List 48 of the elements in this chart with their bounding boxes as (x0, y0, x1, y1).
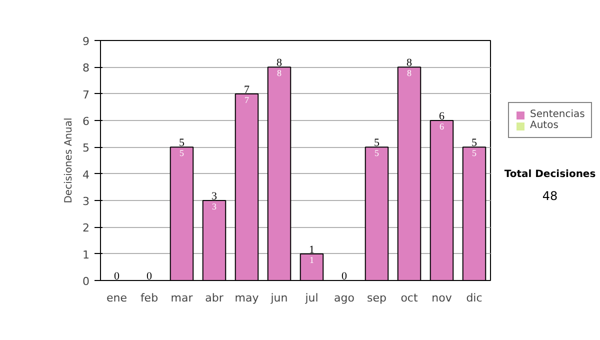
y-tick-label: 9 (82, 35, 90, 48)
legend-label: Autos (530, 120, 558, 131)
x-tick-label: feb (140, 292, 158, 304)
total-label: 6 (439, 110, 445, 122)
text: 48 (541, 188, 559, 206)
data-label: 1 (310, 254, 314, 265)
x-tick-label: abr (205, 292, 224, 304)
data-label: 5 (374, 148, 380, 158)
x-tick-label: oct (400, 292, 418, 304)
data-label: 6 (440, 122, 444, 132)
y-tick-label: 4 (82, 168, 90, 182)
data-label: 5 (180, 148, 184, 158)
total-label: 7 (244, 84, 250, 96)
x-tick-label: ago (334, 292, 355, 304)
total-label: 0 (146, 270, 152, 282)
x-tick-label: dic (466, 292, 482, 304)
total-label: 0 (342, 270, 348, 282)
x-tick-label: jun (270, 292, 288, 304)
data-label: 3 (212, 202, 217, 212)
y-tick-label: 5 (82, 142, 90, 155)
total-label: 5 (374, 137, 380, 150)
total-label: 5 (472, 137, 478, 150)
y-tick-label: 0 (82, 275, 90, 288)
y-axis-title: Decisiones Anual (64, 118, 74, 204)
total-label: 5 (179, 137, 185, 150)
x-tick-label: mar (170, 292, 194, 304)
y-tick-label: 2 (82, 222, 90, 235)
y-tick-label: 8 (82, 62, 90, 75)
total-label: 1 (309, 244, 314, 256)
y-tick-label: 3 (82, 195, 90, 208)
x-tick-label: jul (304, 292, 318, 304)
total-label: 8 (406, 57, 412, 70)
data-label: 7 (244, 94, 250, 105)
data-label: 8 (277, 68, 282, 78)
text: Total Decisiones (503, 168, 597, 182)
x-tick-label: ene (106, 292, 128, 304)
x-tick-label: may (234, 292, 260, 304)
total-label: 0 (114, 270, 120, 282)
y-tick-label: 7 (82, 88, 90, 102)
legend-label: Sentencias (530, 109, 585, 120)
x-tick-label: nov (432, 292, 452, 304)
data-label: 8 (407, 68, 412, 78)
x-tick-label: sep (367, 292, 387, 304)
data-label: 5 (472, 148, 477, 158)
total-label: 8 (276, 57, 282, 70)
y-tick-label: 1 (82, 248, 90, 262)
y-tick-label: 6 (82, 115, 90, 128)
total-label: 3 (212, 190, 218, 202)
